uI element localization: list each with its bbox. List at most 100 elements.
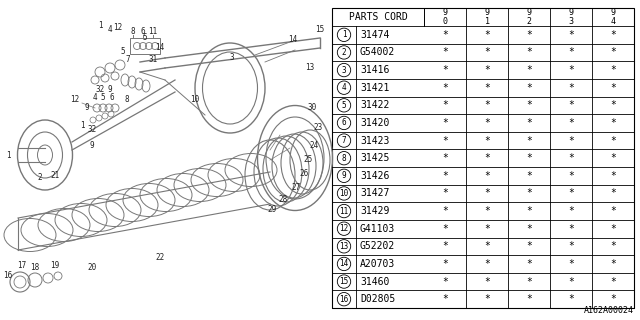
Text: 11: 11 <box>339 207 349 216</box>
Text: *: * <box>526 188 532 198</box>
Text: 22: 22 <box>156 253 164 262</box>
Text: 4: 4 <box>108 26 112 35</box>
Text: *: * <box>568 47 574 57</box>
Bar <box>130 38 160 54</box>
Text: 30: 30 <box>307 103 317 113</box>
Text: *: * <box>610 136 616 146</box>
Text: *: * <box>568 171 574 181</box>
Text: *: * <box>610 294 616 304</box>
Text: 9: 9 <box>90 141 94 150</box>
Text: 31421: 31421 <box>360 83 389 93</box>
Text: 9
1: 9 1 <box>484 8 490 26</box>
Text: *: * <box>526 294 532 304</box>
Text: 9
0: 9 0 <box>442 8 447 26</box>
Text: 14: 14 <box>289 36 298 44</box>
Text: 7: 7 <box>342 136 346 145</box>
Text: 12: 12 <box>339 224 349 233</box>
Text: *: * <box>526 206 532 216</box>
Text: *: * <box>526 259 532 269</box>
Text: 14: 14 <box>339 260 349 268</box>
Text: 5: 5 <box>100 93 106 102</box>
Text: *: * <box>568 224 574 234</box>
Text: 31416: 31416 <box>360 65 389 75</box>
Text: *: * <box>484 188 490 198</box>
Text: D02805: D02805 <box>360 294 396 304</box>
Text: 3: 3 <box>230 52 234 61</box>
Text: 15: 15 <box>339 277 349 286</box>
Text: *: * <box>610 224 616 234</box>
Text: 26: 26 <box>300 169 308 178</box>
Text: *: * <box>568 136 574 146</box>
Text: 1: 1 <box>342 30 346 39</box>
Text: 9: 9 <box>342 171 346 180</box>
Text: 31429: 31429 <box>360 206 389 216</box>
Text: *: * <box>610 276 616 287</box>
Text: *: * <box>610 171 616 181</box>
Text: *: * <box>568 83 574 93</box>
Text: *: * <box>484 83 490 93</box>
Text: *: * <box>484 118 490 128</box>
Text: A20703: A20703 <box>360 259 396 269</box>
Text: 21: 21 <box>51 171 60 180</box>
Text: *: * <box>484 30 490 40</box>
Text: 24: 24 <box>309 140 319 149</box>
Text: 5: 5 <box>143 34 147 43</box>
Text: *: * <box>442 153 448 163</box>
Text: 9
3: 9 3 <box>568 8 573 26</box>
Text: 31426: 31426 <box>360 171 389 181</box>
Text: 25: 25 <box>303 156 312 164</box>
Text: *: * <box>442 83 448 93</box>
Text: 20: 20 <box>88 263 97 273</box>
Text: 31422: 31422 <box>360 100 389 110</box>
Text: 6: 6 <box>141 28 145 36</box>
Text: 31420: 31420 <box>360 118 389 128</box>
Text: *: * <box>484 294 490 304</box>
Text: G54002: G54002 <box>360 47 396 57</box>
Text: 31460: 31460 <box>360 276 389 287</box>
Text: *: * <box>442 47 448 57</box>
Text: *: * <box>484 206 490 216</box>
Text: *: * <box>568 188 574 198</box>
Text: 8: 8 <box>131 28 135 36</box>
Text: *: * <box>568 259 574 269</box>
Text: *: * <box>610 153 616 163</box>
Text: *: * <box>442 171 448 181</box>
Text: PARTS CORD: PARTS CORD <box>349 12 408 22</box>
Text: 23: 23 <box>314 124 323 132</box>
Text: *: * <box>484 276 490 287</box>
Text: 1: 1 <box>98 21 102 30</box>
Text: 8: 8 <box>342 154 346 163</box>
Text: 18: 18 <box>30 263 40 273</box>
Text: *: * <box>442 276 448 287</box>
Text: 19: 19 <box>51 260 60 269</box>
Text: *: * <box>484 171 490 181</box>
Text: *: * <box>442 259 448 269</box>
Text: 28: 28 <box>278 196 287 204</box>
Text: *: * <box>610 47 616 57</box>
Text: *: * <box>526 276 532 287</box>
Text: 17: 17 <box>17 260 27 269</box>
Text: 10: 10 <box>339 189 349 198</box>
Text: *: * <box>568 100 574 110</box>
Bar <box>332 8 634 308</box>
Text: 7: 7 <box>125 55 131 65</box>
Text: *: * <box>568 65 574 75</box>
Text: 13: 13 <box>305 63 315 73</box>
Text: 4: 4 <box>93 93 97 102</box>
Text: *: * <box>526 241 532 251</box>
Text: 3: 3 <box>342 66 346 75</box>
Text: *: * <box>610 30 616 40</box>
Text: *: * <box>610 83 616 93</box>
Text: 16: 16 <box>3 270 13 279</box>
Text: G52202: G52202 <box>360 241 396 251</box>
Text: *: * <box>568 241 574 251</box>
Text: *: * <box>568 294 574 304</box>
Text: *: * <box>442 224 448 234</box>
Text: *: * <box>610 241 616 251</box>
Text: *: * <box>568 153 574 163</box>
Text: *: * <box>526 47 532 57</box>
Text: *: * <box>484 136 490 146</box>
Text: *: * <box>526 171 532 181</box>
Text: 14: 14 <box>156 44 164 52</box>
Text: *: * <box>484 241 490 251</box>
